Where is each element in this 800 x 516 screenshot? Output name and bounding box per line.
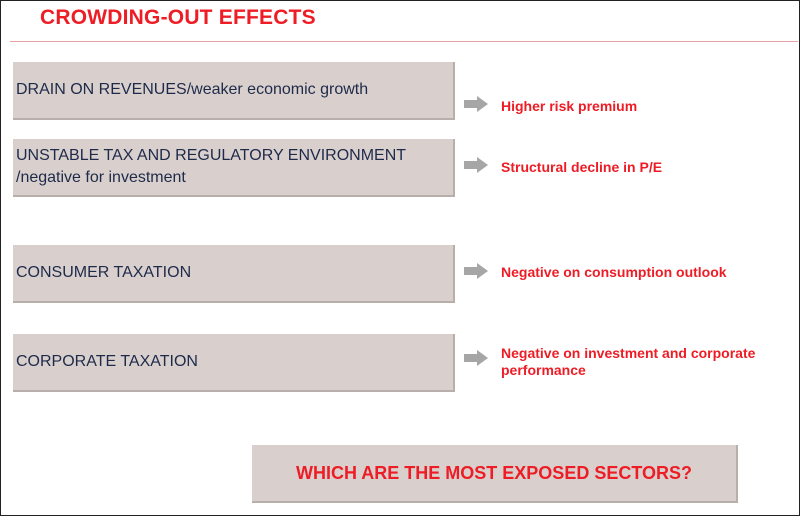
- question-box: WHICH ARE THE MOST EXPOSED SECTORS?: [252, 445, 738, 503]
- title-divider: [10, 41, 798, 42]
- effect-label: Structural decline in P/E: [501, 159, 663, 175]
- slide-title: CROWDING-OUT EFFECTS: [40, 6, 316, 29]
- cause-box-consumer-taxation: CONSUMER TAXATION: [13, 245, 455, 303]
- cause-label: CORPORATE TAXATION: [16, 353, 198, 370]
- right-arrow-icon: [464, 350, 488, 366]
- cause-label: CONSUMER TAXATION: [16, 264, 192, 281]
- cause-box-revenues: DRAIN ON REVENUES/weaker economic growth: [13, 62, 455, 120]
- right-arrow-icon: [464, 157, 488, 173]
- cause-box-corporate-taxation: CORPORATE TAXATION: [13, 334, 455, 392]
- effect-label: Negative on investment and corporate per…: [501, 345, 791, 379]
- cause-label-line2: /negative for investment: [16, 169, 186, 186]
- effect-label-line1: Negative on investment and corporate: [501, 345, 756, 361]
- right-arrow-icon: [464, 96, 488, 112]
- cause-label: UNSTABLE TAX AND REGULATORY ENVIRONMENT …: [16, 145, 406, 189]
- cause-label: DRAIN ON REVENUES/weaker economic growth: [16, 81, 369, 98]
- question-text: WHICH ARE THE MOST EXPOSED SECTORS?: [295, 462, 693, 483]
- right-arrow-icon: [464, 263, 488, 279]
- effect-label: Negative on consumption outlook: [501, 264, 727, 280]
- cause-box-tax-environment: UNSTABLE TAX AND REGULATORY ENVIRONMENT …: [13, 139, 455, 197]
- effect-label: Higher risk premium: [501, 98, 638, 114]
- effect-label-line2: performance: [501, 362, 586, 378]
- cause-label-line1: UNSTABLE TAX AND REGULATORY ENVIRONMENT: [16, 147, 407, 164]
